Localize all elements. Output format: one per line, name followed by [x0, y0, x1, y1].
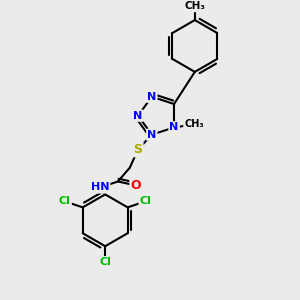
Text: Cl: Cl — [59, 196, 71, 206]
Text: N: N — [147, 130, 156, 140]
Text: Cl: Cl — [99, 257, 111, 267]
Text: N: N — [169, 122, 179, 132]
Text: N: N — [147, 92, 156, 102]
Text: HN: HN — [91, 182, 109, 193]
Text: CH₃: CH₃ — [184, 119, 204, 129]
Text: CH₃: CH₃ — [184, 1, 205, 11]
Text: O: O — [130, 179, 141, 192]
Text: N: N — [134, 111, 143, 121]
Text: Cl: Cl — [140, 196, 152, 206]
Text: S: S — [134, 143, 142, 156]
